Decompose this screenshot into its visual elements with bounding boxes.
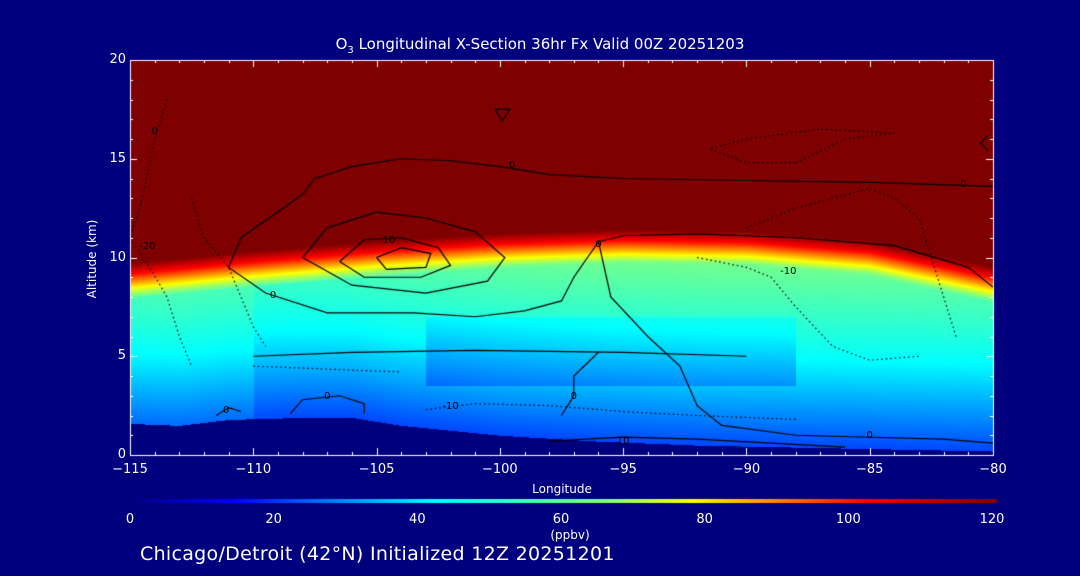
contour-label: -10	[442, 400, 459, 412]
x-tick-label: −95	[609, 462, 637, 477]
contour-label: 0	[508, 159, 516, 171]
colorbar-tick-label: 0	[125, 512, 135, 527]
contour-label: 0	[960, 179, 967, 191]
chart-title: O3 Longitudinal X-Section 36hr Fx Valid …	[335, 35, 745, 56]
contour-label: 0	[866, 430, 873, 442]
x-tick-label: −85	[855, 462, 884, 477]
contour-label: 0	[324, 390, 331, 402]
contour-label: 0	[570, 390, 578, 402]
x-tick-label: −100	[481, 462, 518, 477]
contour-label: -10	[780, 266, 797, 278]
y-tick-label: 15	[109, 150, 126, 166]
y-tick-label: 20	[109, 52, 126, 67]
y-tick-label: 10	[109, 249, 126, 265]
colorbar-tick-label: 40	[409, 512, 426, 527]
contour-label: 0	[151, 126, 158, 138]
x-tick-label: −115	[112, 462, 148, 477]
contour-label: -20	[139, 240, 156, 252]
x-tick-label: −80	[979, 462, 1007, 477]
contour-label: 0	[269, 290, 277, 301]
contour-label: 10	[616, 436, 630, 448]
contour-label: 0	[595, 238, 602, 250]
contour-label: 0	[222, 404, 230, 416]
colorbar-tick-label: 100	[835, 512, 861, 527]
colorbar-tick-label: 120	[979, 512, 1005, 527]
y-tick-label: 5	[117, 348, 126, 364]
contour-label: 10	[382, 234, 396, 246]
x-tick-label: −105	[358, 462, 395, 477]
y-axis-label: Altitude (km)	[85, 219, 99, 299]
colorbar-units-label: (ppbv)	[550, 528, 590, 542]
colorbar-tick-label: 60	[552, 512, 570, 527]
colorbar-tick-label: 80	[696, 512, 713, 527]
colorbar-tick-label: 20	[265, 512, 282, 527]
x-tick-label: −90	[732, 462, 761, 477]
y-tick-label: 0	[117, 447, 126, 462]
footer-initialization-text: Chicago/Detroit (42°N) Initialized 12Z 2…	[140, 543, 615, 565]
x-tick-label: −110	[235, 462, 272, 477]
x-axis-label: Longitude	[532, 482, 592, 496]
